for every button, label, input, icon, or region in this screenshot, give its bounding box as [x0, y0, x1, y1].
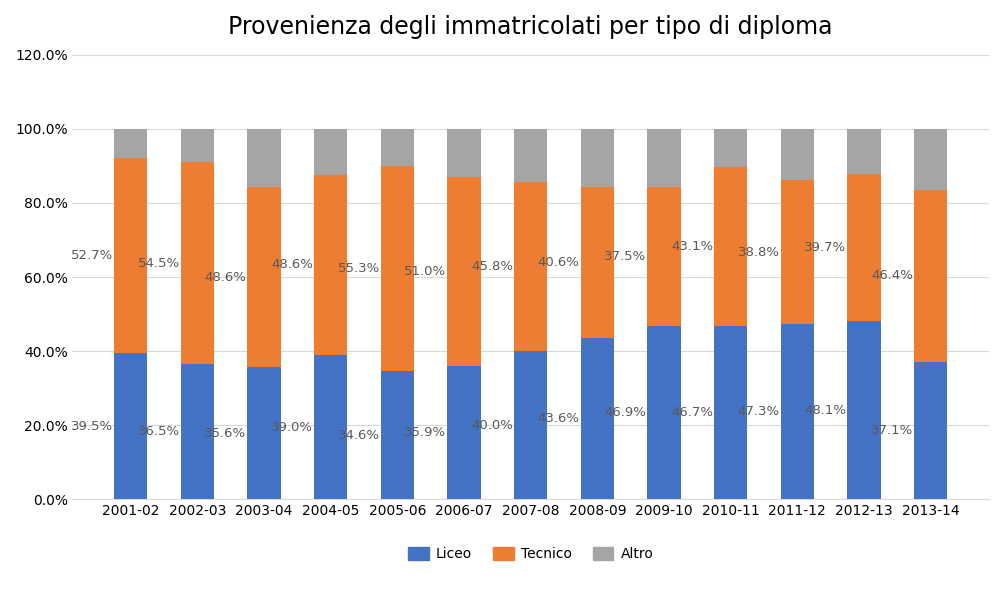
- Text: 47.3%: 47.3%: [737, 405, 779, 418]
- Bar: [913, 362, 947, 499]
- Text: 37.5%: 37.5%: [604, 250, 646, 263]
- Text: 51.0%: 51.0%: [404, 266, 446, 279]
- Bar: [647, 129, 680, 187]
- Text: 46.4%: 46.4%: [871, 269, 912, 282]
- Bar: [447, 178, 480, 367]
- Text: 46.7%: 46.7%: [670, 407, 712, 419]
- Bar: [181, 129, 214, 162]
- Bar: [780, 180, 813, 324]
- Bar: [580, 129, 614, 188]
- Bar: [847, 321, 880, 499]
- Bar: [580, 338, 614, 499]
- Bar: [114, 353, 147, 499]
- Text: 45.8%: 45.8%: [470, 260, 513, 273]
- Bar: [314, 129, 347, 175]
- Bar: [913, 129, 947, 190]
- Bar: [447, 367, 480, 499]
- Text: 40.0%: 40.0%: [470, 419, 513, 432]
- Text: 48.1%: 48.1%: [803, 403, 846, 417]
- Title: Provenienza degli immatricolati per tipo di diploma: Provenienza degli immatricolati per tipo…: [229, 15, 832, 39]
- Bar: [713, 167, 746, 327]
- Bar: [847, 174, 880, 321]
- Text: 39.7%: 39.7%: [803, 241, 846, 254]
- Bar: [181, 364, 214, 499]
- Bar: [380, 371, 413, 499]
- Text: 55.3%: 55.3%: [337, 262, 379, 276]
- Text: 46.9%: 46.9%: [604, 406, 646, 419]
- Text: 38.8%: 38.8%: [737, 246, 779, 259]
- Bar: [247, 129, 281, 188]
- Bar: [114, 129, 147, 158]
- Bar: [314, 175, 347, 355]
- Bar: [847, 129, 880, 174]
- Text: 35.6%: 35.6%: [205, 427, 246, 440]
- Text: 40.6%: 40.6%: [538, 256, 579, 269]
- Legend: Liceo, Tecnico, Altro: Liceo, Tecnico, Altro: [402, 542, 658, 567]
- Text: 39.5%: 39.5%: [71, 419, 113, 433]
- Bar: [514, 181, 547, 351]
- Text: 43.6%: 43.6%: [538, 412, 579, 425]
- Bar: [447, 129, 480, 178]
- Bar: [647, 187, 680, 325]
- Text: 35.9%: 35.9%: [404, 426, 446, 439]
- Text: 48.6%: 48.6%: [205, 271, 246, 284]
- Bar: [114, 158, 147, 353]
- Text: 39.0%: 39.0%: [271, 421, 313, 434]
- Bar: [780, 324, 813, 499]
- Bar: [514, 129, 547, 181]
- Bar: [181, 162, 214, 364]
- Bar: [913, 190, 947, 362]
- Bar: [780, 129, 813, 180]
- Bar: [380, 129, 413, 166]
- Text: 52.7%: 52.7%: [71, 249, 113, 262]
- Text: 34.6%: 34.6%: [337, 429, 379, 442]
- Text: 37.1%: 37.1%: [870, 424, 912, 437]
- Bar: [713, 129, 746, 167]
- Text: 48.6%: 48.6%: [271, 258, 313, 271]
- Bar: [514, 351, 547, 499]
- Bar: [580, 188, 614, 338]
- Bar: [247, 188, 281, 367]
- Text: 54.5%: 54.5%: [137, 256, 180, 270]
- Bar: [314, 355, 347, 499]
- Bar: [380, 166, 413, 371]
- Text: 36.5%: 36.5%: [137, 425, 180, 438]
- Text: 43.1%: 43.1%: [670, 240, 712, 253]
- Bar: [247, 367, 281, 499]
- Bar: [647, 325, 680, 499]
- Bar: [713, 327, 746, 499]
